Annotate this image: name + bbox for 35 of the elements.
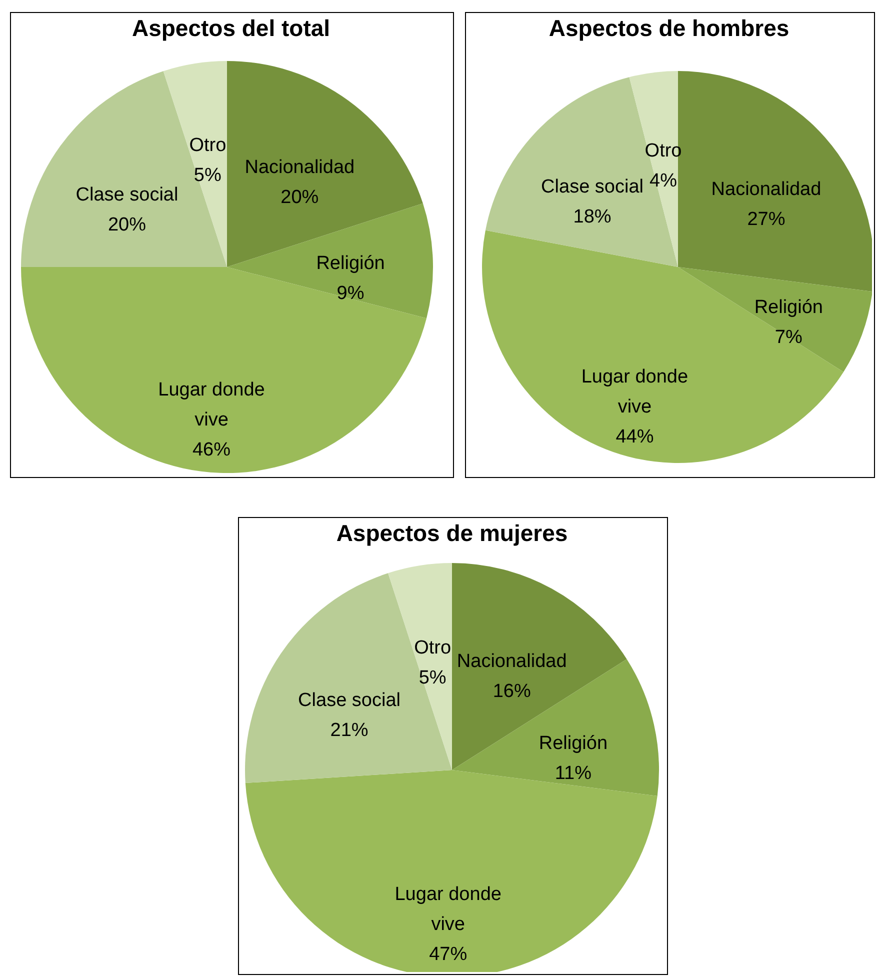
slice-label: Otro	[189, 134, 226, 156]
data-label: 27%	[747, 209, 786, 230]
data-label: 44%	[616, 426, 654, 448]
data-label: 5%	[418, 667, 446, 688]
slice-label: Otro	[414, 637, 452, 658]
pie-slice	[21, 71, 227, 267]
data-label: 16%	[492, 681, 531, 702]
slice-label: Religión	[754, 296, 823, 318]
slice-label: Nacionalidad	[456, 651, 567, 672]
data-label: 7%	[774, 326, 802, 348]
data-label: 18%	[573, 206, 612, 228]
chart-title: Aspectos del total	[132, 15, 330, 41]
data-label: 9%	[336, 283, 364, 304]
slice-label: Religión	[538, 732, 608, 754]
slice-label: Clase social	[76, 184, 178, 206]
data-label: 21%	[330, 720, 368, 742]
data-label: 11%	[554, 762, 592, 784]
data-label: 5%	[194, 164, 222, 186]
slice-label: Nacionalidad	[244, 157, 355, 178]
slice-label: Clase social	[298, 690, 400, 712]
slice-label: Nacionalidad	[711, 179, 822, 200]
slice-label: Lugar donde vive	[394, 884, 502, 936]
pie-slice	[482, 230, 844, 463]
slice-label: Clase social	[541, 176, 644, 198]
chart-title: Aspectos de hombres	[548, 15, 790, 41]
data-label: 4%	[650, 170, 678, 192]
slice-label: Religión	[316, 253, 385, 274]
slice-label: Lugar donde vive	[158, 380, 265, 431]
data-label: 47%	[429, 944, 468, 966]
pie-slice	[227, 203, 433, 318]
data-label: 20%	[280, 187, 319, 208]
data-label: 46%	[192, 440, 231, 461]
data-label: 20%	[108, 214, 146, 236]
slice-label: Lugar donde vive	[581, 366, 688, 418]
chart-title: Aspectos de mujeres	[336, 520, 568, 546]
